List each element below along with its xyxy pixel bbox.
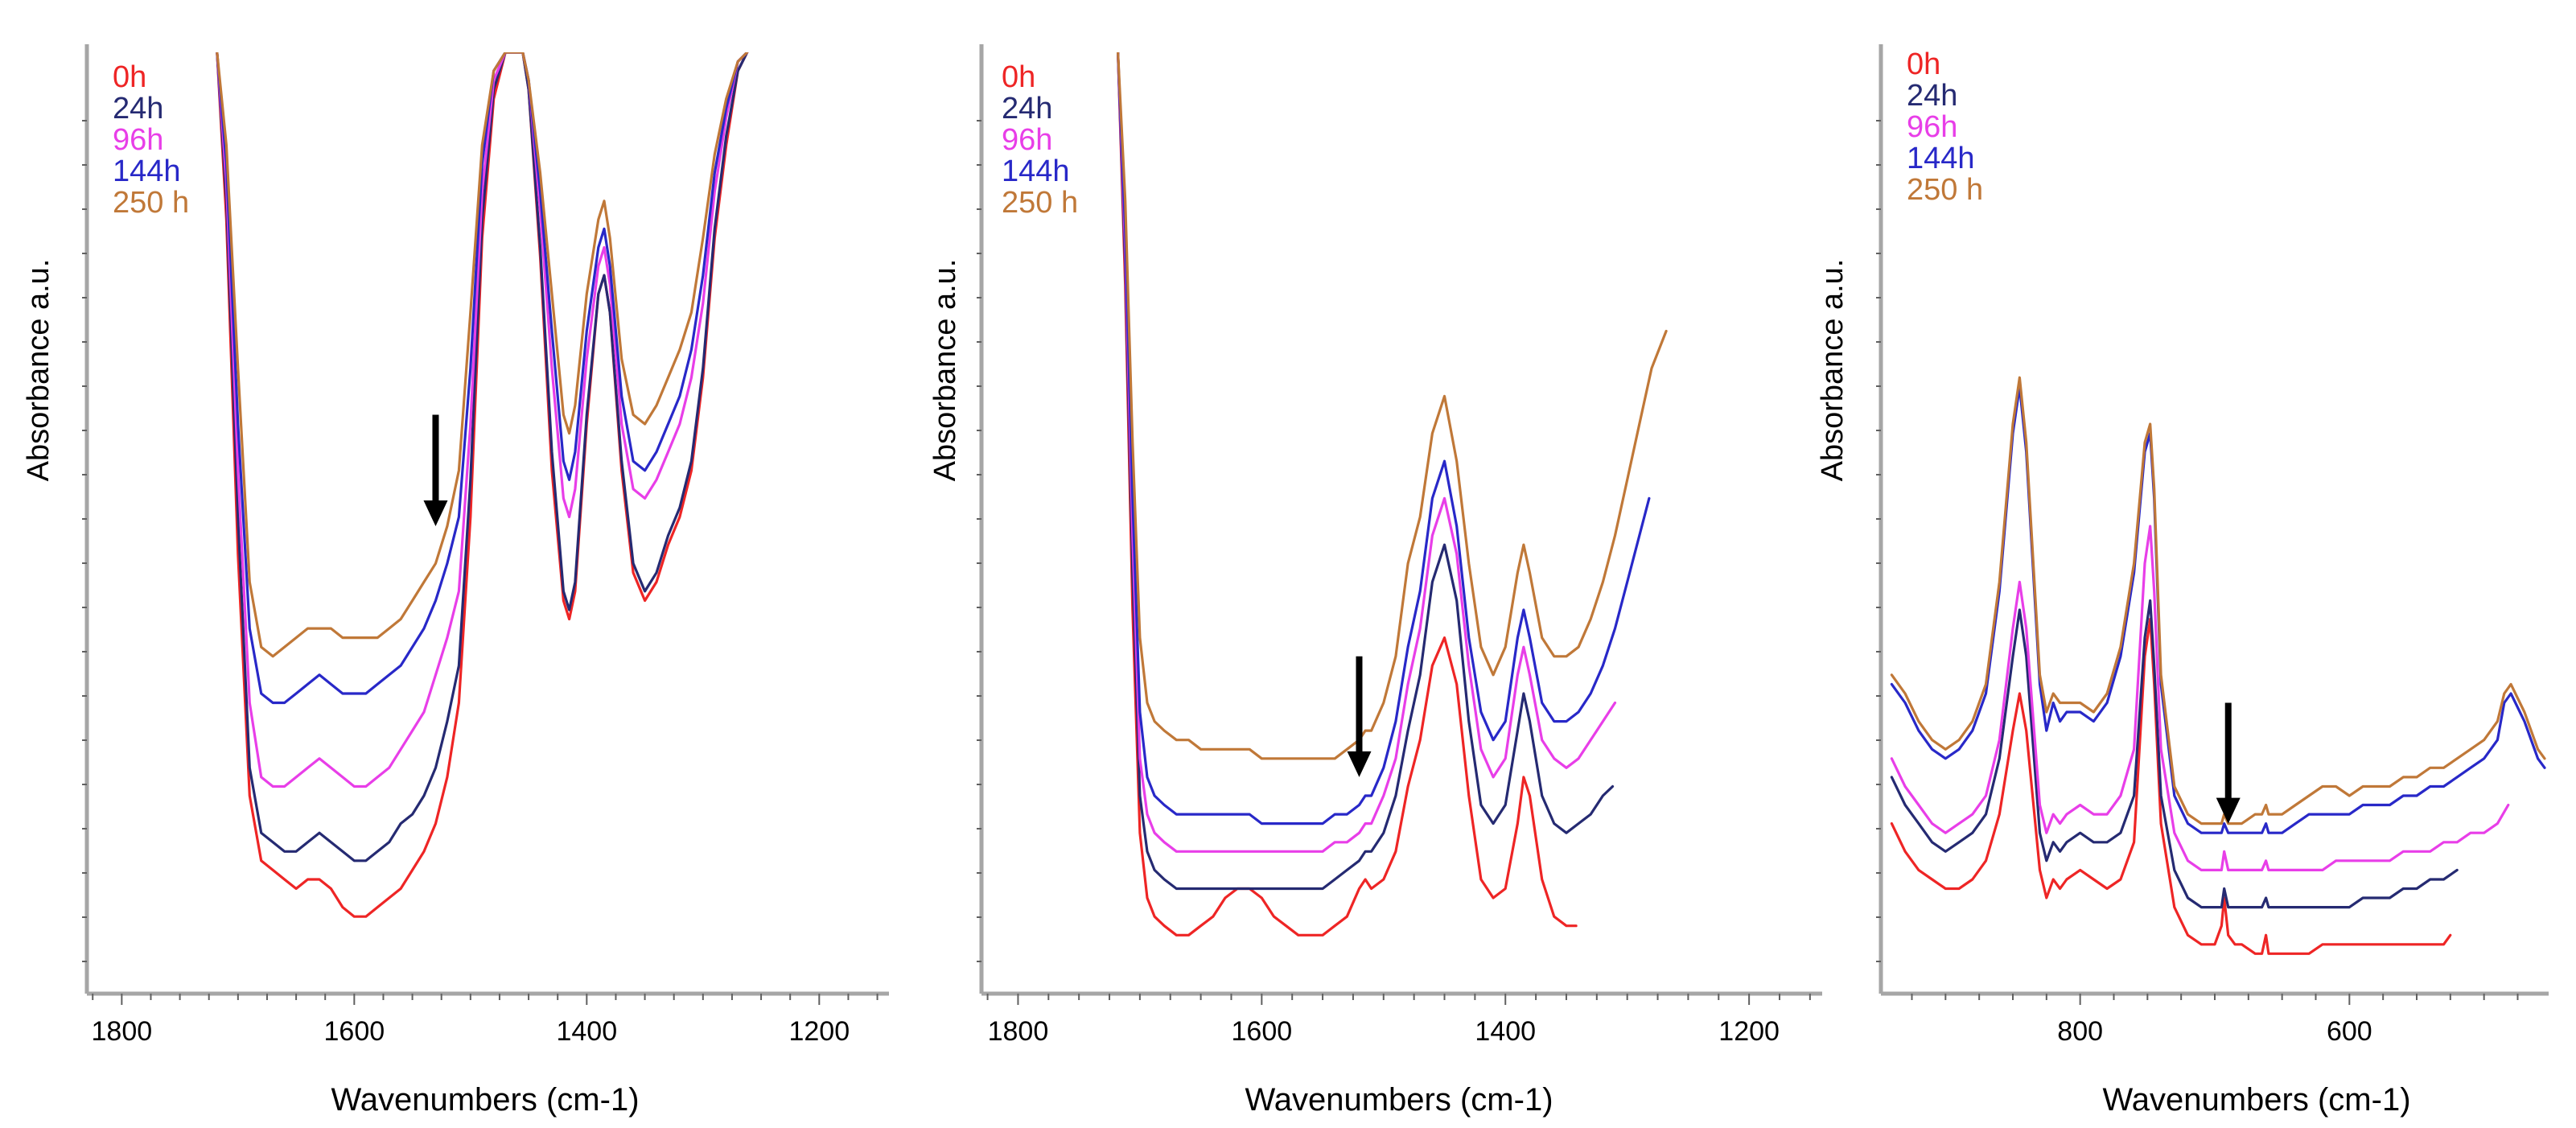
x-tick-label: 1600 (324, 1016, 385, 1047)
x-tick-label: 1200 (1718, 1016, 1780, 1047)
x-tick-label: 1200 (788, 1016, 850, 1047)
legend-entry: 250 h (113, 186, 189, 220)
y-axis-label: Absorbance a.u. (928, 259, 962, 482)
legend-entry: 24h (1002, 92, 1052, 126)
panel-right: Absorbance a.u. Wavenumbers (cm-1) 800 60… (1816, 44, 2549, 1118)
x-tick-label: 1800 (988, 1016, 1049, 1047)
legend-entry: 0h (113, 60, 146, 94)
x-tick-label: 1400 (1475, 1016, 1536, 1047)
arrow-head (423, 500, 448, 527)
x-tick-label: 600 (2327, 1016, 2372, 1047)
x-axis-label: Wavenumbers (cm-1) (1245, 1082, 1553, 1118)
panel-left: Absorbance a.u. Wavenumbers (cm-1) 1800 1… (22, 44, 889, 1118)
arrow-head (1347, 751, 1372, 777)
legend-entry: 250 h (1002, 186, 1078, 220)
y-axis-label: Absorbance a.u. (1816, 259, 1850, 482)
series-line-96h (1116, 52, 1617, 853)
series-line-0h (1116, 52, 1578, 937)
x-tick-label: 1600 (1232, 1016, 1293, 1047)
legend-entry: 0h (1907, 47, 1940, 81)
series-line-24h (1890, 599, 2459, 909)
legend-entry: 0h (1002, 60, 1035, 94)
x-axis-label: Wavenumbers (cm-1) (2102, 1082, 2410, 1118)
series-line-0h (216, 52, 749, 918)
legend-entry: 144h (1907, 142, 1975, 175)
legend-entry: 24h (113, 92, 163, 126)
series-line-0h (1890, 617, 2452, 955)
series-line-24h (216, 52, 749, 862)
series-line-250h (1890, 376, 2546, 825)
series-line-96h (1890, 525, 2510, 872)
x-tick-label: 1800 (92, 1016, 153, 1047)
series-line-144h (1116, 52, 1651, 825)
x-tick-label: 800 (2057, 1016, 2103, 1047)
y-axis-label: Absorbance a.u. (22, 259, 56, 482)
legend-entry: 144h (113, 154, 181, 188)
x-tick-label: 1400 (556, 1016, 617, 1047)
legend-entry: 96h (1907, 110, 1957, 144)
legend-entry: 96h (113, 123, 163, 157)
arrow-head (2216, 797, 2241, 824)
series-line-250h (216, 52, 749, 658)
legend-entry: 250 h (1907, 173, 1983, 207)
series-line-96h (216, 52, 749, 788)
series-line-250h (1116, 52, 1668, 760)
series-line-24h (1116, 52, 1615, 891)
legend-entry: 144h (1002, 154, 1070, 188)
x-axis-label: Wavenumbers (cm-1) (331, 1082, 639, 1118)
legend-entry: 96h (1002, 123, 1052, 157)
legend-entry: 24h (1907, 79, 1957, 113)
panel-middle: Absorbance a.u. Wavenumbers (cm-1) 1800 1… (928, 44, 1822, 1118)
